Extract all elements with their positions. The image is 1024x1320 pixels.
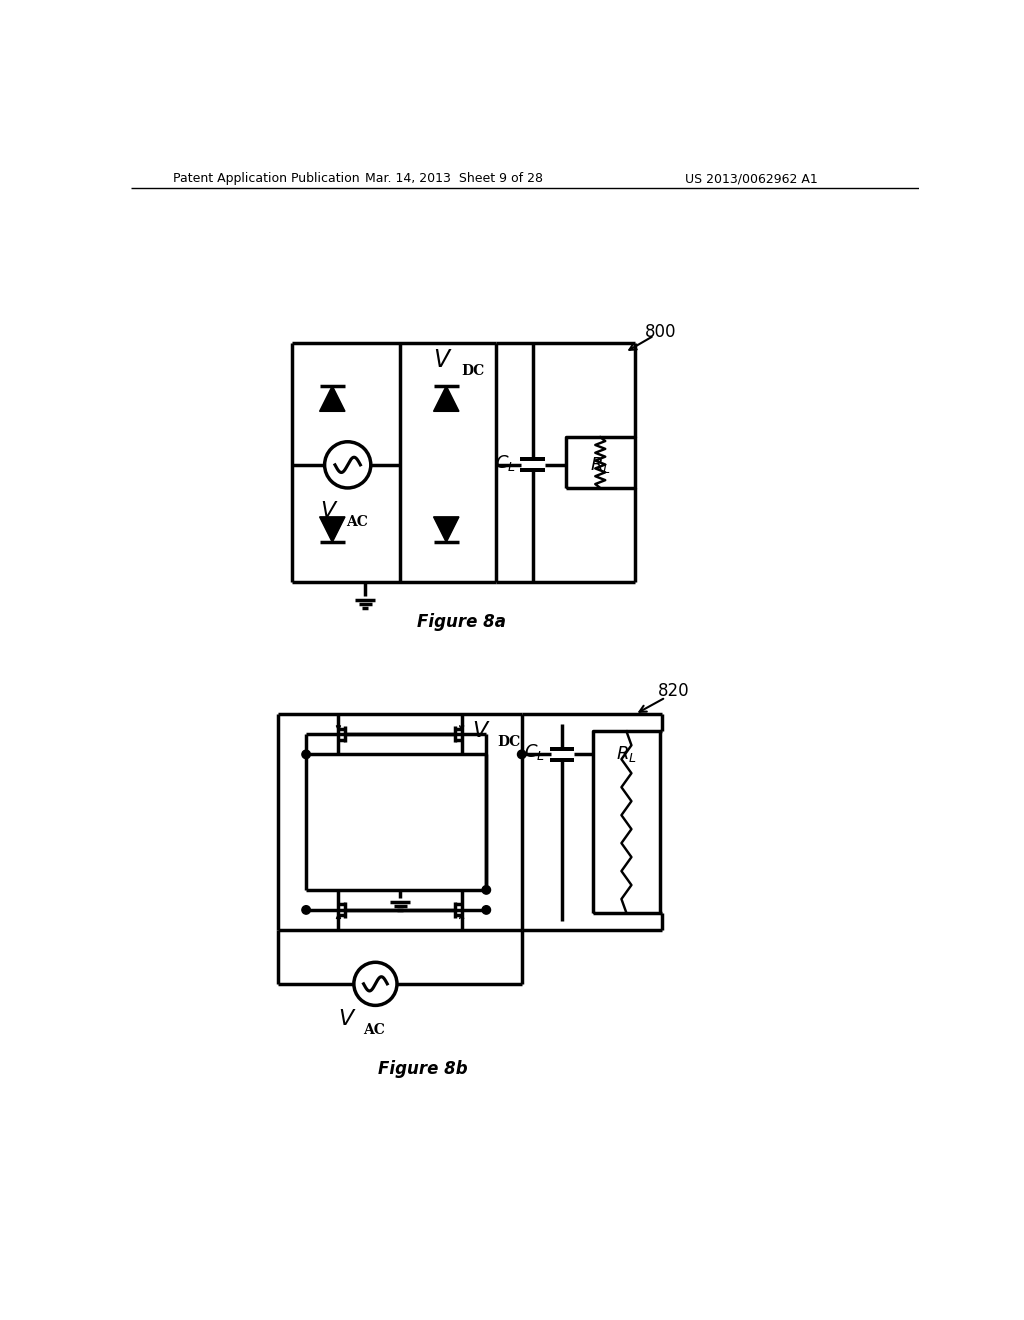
- Circle shape: [482, 906, 490, 915]
- Text: $C_L$: $C_L$: [495, 453, 515, 473]
- Text: DC: DC: [498, 735, 521, 748]
- Text: Mar. 14, 2013  Sheet 9 of 28: Mar. 14, 2013 Sheet 9 of 28: [365, 173, 543, 185]
- Text: $V$: $V$: [472, 721, 490, 742]
- Text: $C_L$: $C_L$: [524, 742, 545, 762]
- Text: US 2013/0062962 A1: US 2013/0062962 A1: [685, 173, 818, 185]
- Polygon shape: [433, 385, 459, 412]
- Polygon shape: [319, 517, 345, 543]
- Circle shape: [482, 886, 490, 894]
- Text: AC: AC: [346, 515, 368, 529]
- Text: $R_L$: $R_L$: [616, 744, 637, 764]
- Text: Figure 8b: Figure 8b: [378, 1060, 468, 1077]
- Text: Figure 8a: Figure 8a: [417, 612, 506, 631]
- Text: $V$: $V$: [319, 500, 339, 523]
- Text: $V$: $V$: [433, 348, 453, 372]
- Polygon shape: [433, 517, 459, 543]
- Text: DC: DC: [462, 364, 484, 378]
- Text: 820: 820: [657, 682, 689, 700]
- Polygon shape: [319, 385, 345, 412]
- Circle shape: [302, 906, 310, 915]
- Circle shape: [517, 750, 526, 759]
- Text: 800: 800: [644, 322, 676, 341]
- Circle shape: [302, 750, 310, 759]
- Text: $R_L$: $R_L$: [590, 455, 610, 475]
- Text: AC: AC: [362, 1023, 385, 1038]
- Text: $V$: $V$: [339, 1008, 357, 1030]
- Text: Patent Application Publication: Patent Application Publication: [173, 173, 359, 185]
